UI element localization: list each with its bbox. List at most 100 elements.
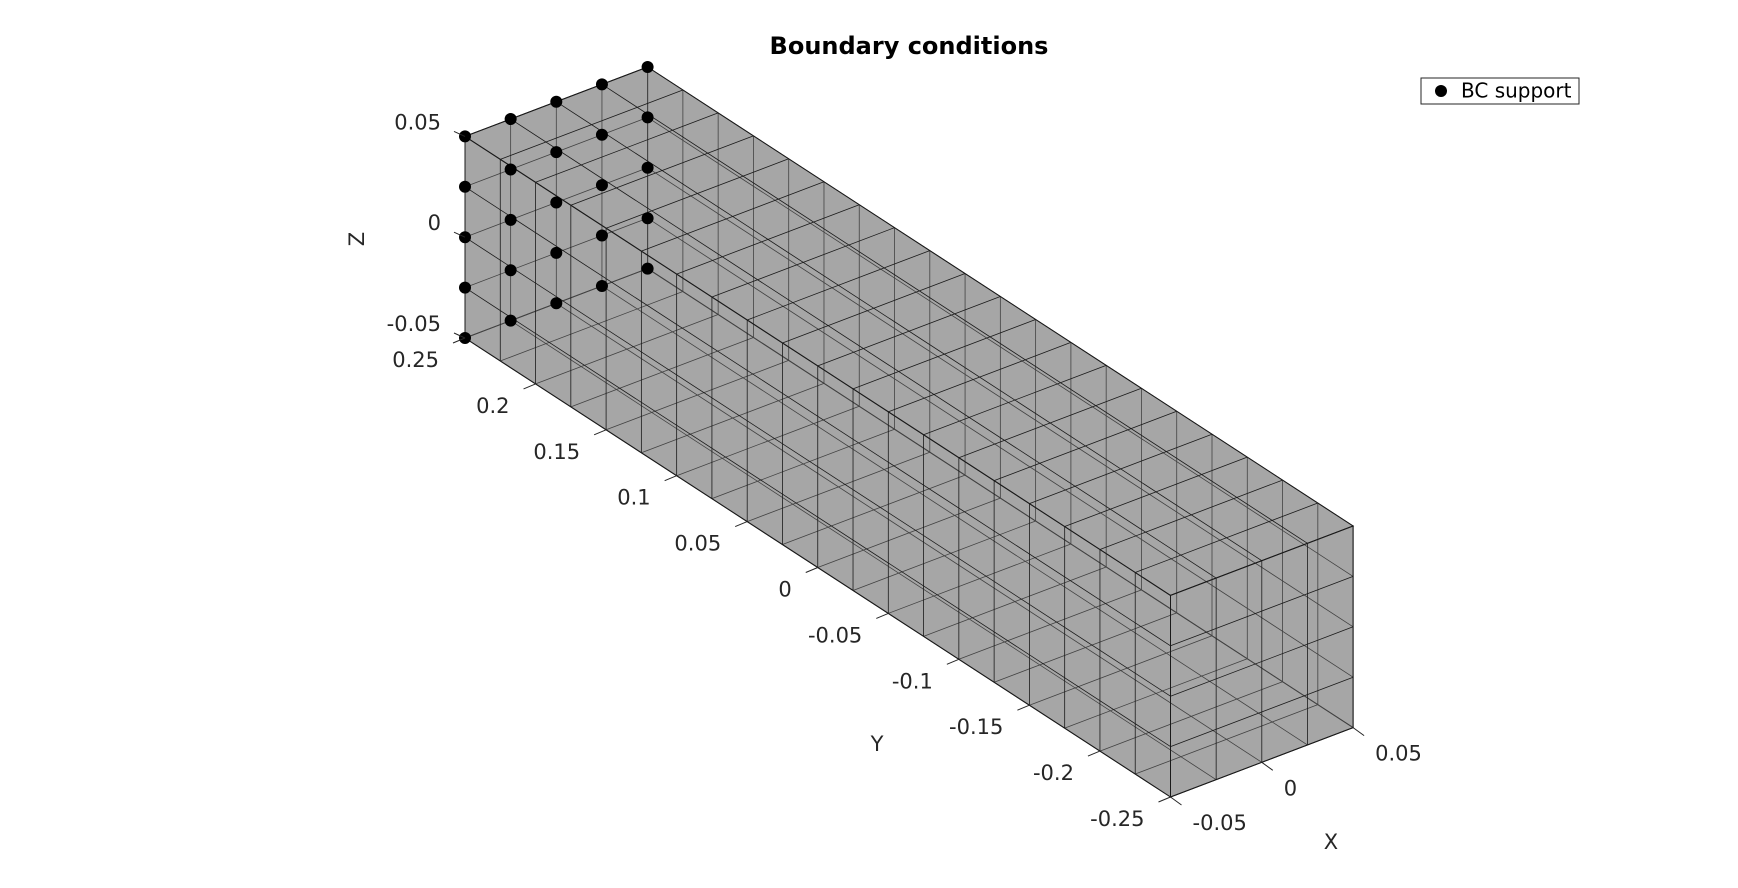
mesh-line bbox=[747, 451, 930, 522]
bc-point bbox=[550, 95, 563, 108]
z-tick bbox=[453, 130, 466, 137]
bc-point bbox=[550, 297, 563, 310]
y-tick-label: -0.25 bbox=[1090, 807, 1144, 831]
y-tick bbox=[876, 612, 889, 619]
mesh-line bbox=[993, 410, 1177, 482]
mesh-line bbox=[570, 337, 754, 408]
legend-marker bbox=[1435, 85, 1447, 97]
y-tick bbox=[1158, 796, 1171, 803]
mesh-line bbox=[500, 291, 684, 362]
y-tick-label: -0.1 bbox=[892, 669, 933, 693]
y-tick-label: 0.1 bbox=[617, 486, 650, 510]
mesh-line bbox=[1064, 456, 1248, 527]
mesh-line bbox=[605, 158, 789, 229]
y-tick bbox=[1087, 750, 1101, 757]
y-tick-label: -0.15 bbox=[949, 715, 1003, 739]
bc-point bbox=[550, 246, 563, 259]
mesh-line bbox=[464, 186, 1171, 647]
mesh-line bbox=[641, 181, 825, 252]
bc-point bbox=[504, 113, 517, 126]
bc-point bbox=[641, 61, 654, 73]
y-tick bbox=[946, 658, 960, 665]
mesh-line bbox=[464, 287, 1171, 747]
x-tick-label: 0 bbox=[1284, 776, 1297, 800]
y-tick-label: -0.05 bbox=[808, 623, 862, 647]
bc-point bbox=[459, 180, 471, 193]
x-tick bbox=[1261, 761, 1274, 771]
mesh-line bbox=[888, 543, 1072, 614]
chart-title: Boundary conditions bbox=[770, 32, 1049, 60]
y-tick bbox=[593, 429, 607, 436]
bc-point bbox=[550, 196, 563, 209]
x-tick bbox=[1352, 727, 1365, 737]
bc-point bbox=[504, 264, 517, 277]
mesh-line bbox=[535, 314, 719, 385]
mesh-line bbox=[1099, 681, 1283, 752]
mesh-line bbox=[711, 428, 895, 500]
mesh-line bbox=[647, 167, 1354, 628]
mesh-line bbox=[888, 342, 1072, 413]
y-tick bbox=[735, 521, 748, 528]
mesh-line bbox=[1029, 635, 1213, 706]
points bbox=[459, 61, 654, 344]
mesh-line bbox=[923, 566, 1107, 637]
z-axis-label: Z bbox=[345, 232, 369, 246]
mesh-line bbox=[958, 387, 1142, 459]
y-tick-label: -0.2 bbox=[1033, 761, 1074, 785]
y-tick bbox=[452, 337, 466, 344]
bc-point bbox=[504, 213, 517, 226]
mesh-line bbox=[782, 474, 966, 545]
mesh-line bbox=[852, 520, 1036, 591]
mesh-line bbox=[1029, 433, 1213, 504]
mesh-line bbox=[782, 273, 966, 344]
mesh-line bbox=[500, 89, 684, 160]
axes: -0.05 0 0.05 -0.25 -0.2 -0.15 -0.1 -0.05 0 0.05 0.… bbox=[387, 110, 1422, 835]
mesh-line bbox=[676, 204, 860, 275]
z-tick-label: -0.05 bbox=[387, 312, 441, 336]
bc-point bbox=[595, 128, 608, 141]
mesh-line bbox=[1099, 479, 1283, 550]
y-tick-label: 0.05 bbox=[674, 532, 721, 556]
x-tick-label: 0.05 bbox=[1375, 742, 1422, 766]
z-tick bbox=[453, 332, 466, 339]
z-tick bbox=[453, 231, 466, 238]
y-tick-label: 0.25 bbox=[392, 348, 439, 372]
legend-label: BC support bbox=[1461, 79, 1572, 103]
y-tick bbox=[523, 383, 536, 390]
mesh-line bbox=[747, 250, 930, 321]
y-tick bbox=[1017, 704, 1030, 711]
mesh-line bbox=[852, 319, 1036, 390]
x-axis-label: X bbox=[1324, 830, 1338, 854]
z-tick-label: 0.05 bbox=[394, 110, 441, 134]
mesh-line bbox=[1170, 676, 1354, 747]
mesh-line bbox=[817, 296, 1001, 367]
mesh-line bbox=[570, 135, 754, 206]
y-tick bbox=[805, 567, 818, 573]
y-tick-label: 0.15 bbox=[533, 440, 580, 464]
mesh-line bbox=[641, 382, 825, 454]
bc-point bbox=[641, 262, 654, 275]
bc-point bbox=[641, 161, 654, 174]
bc-point bbox=[595, 229, 608, 242]
bc-point bbox=[595, 78, 608, 91]
bc-point bbox=[504, 314, 517, 327]
bc-point bbox=[459, 281, 471, 294]
mesh-line bbox=[1170, 626, 1354, 697]
mesh-line bbox=[535, 112, 719, 183]
bc-point bbox=[595, 279, 608, 292]
mesh-line bbox=[923, 364, 1107, 436]
x-tick-label: -0.05 bbox=[1193, 811, 1247, 835]
mesh-line bbox=[1135, 502, 1318, 573]
bc-point bbox=[641, 111, 654, 124]
mesh-line bbox=[817, 497, 1001, 568]
mesh-line bbox=[993, 612, 1177, 683]
mesh-line bbox=[676, 405, 860, 477]
y-axis-label: Y bbox=[870, 732, 884, 756]
mesh-line bbox=[1170, 576, 1354, 647]
z-tick-label: 0 bbox=[428, 211, 441, 235]
mesh-line bbox=[1064, 658, 1248, 729]
mesh-line bbox=[647, 217, 1354, 678]
mesh-line bbox=[1135, 704, 1318, 775]
legend-box bbox=[1420, 77, 1580, 105]
